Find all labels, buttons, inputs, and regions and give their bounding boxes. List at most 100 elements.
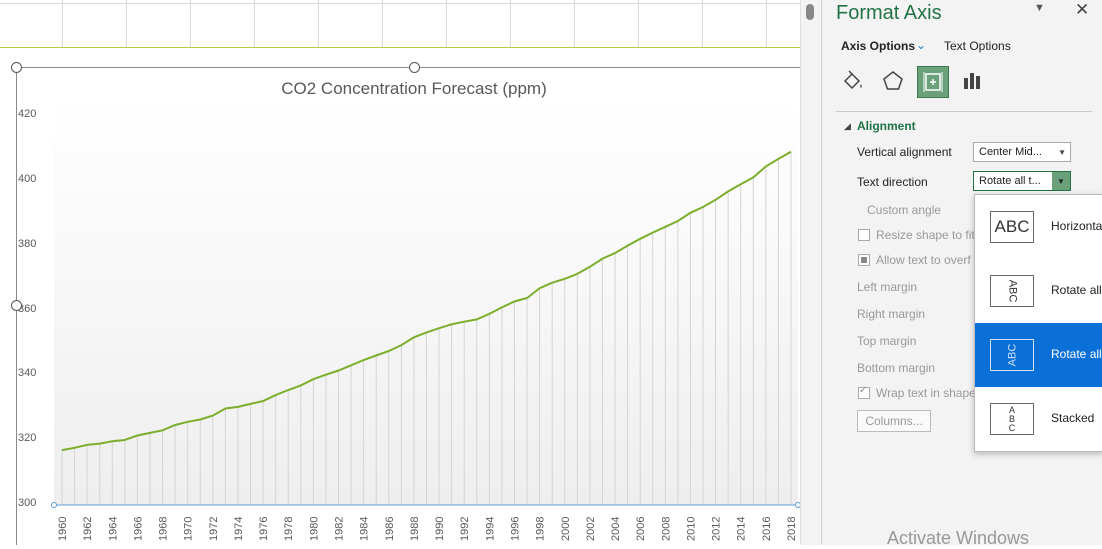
grid-line [510,0,511,48]
text-direction-value: Rotate all t... [979,175,1041,187]
axis-selection-handle[interactable] [795,502,801,508]
text-direction-menu: ABC Horizonta ABC Rotate all ABC Rotate … [974,194,1102,452]
x-tick-label: 2010 [685,517,697,541]
grid-line [702,0,703,48]
close-icon[interactable]: ✕ [1075,0,1090,19]
text-direction-dropdown[interactable]: Rotate all t... ▼ [973,171,1071,191]
x-tick-label: 1998 [535,517,547,541]
grid-line [0,3,800,4]
x-tick-label: 1972 [208,517,220,541]
x-tick-label: 1978 [283,517,295,541]
grid-line [574,0,575,48]
x-tick-label: 2016 [761,517,773,541]
y-tick-label: 380 [18,238,37,250]
x-tick-label: 1970 [183,517,195,541]
axis-options-icon[interactable] [957,66,987,96]
menu-item-label: Rotate all [1051,347,1102,361]
wrap-text-checkbox[interactable]: ✓ [858,385,870,399]
columns-button[interactable]: Columns... [857,410,931,432]
menu-item-label: Rotate all [1051,283,1102,297]
x-tick-label: 2002 [585,517,597,541]
x-tick-label: 2012 [711,517,723,541]
collapse-triangle-icon[interactable]: ◢ [844,121,851,131]
tab-text-options[interactable]: Text Options [944,39,1011,53]
grid-line [254,0,255,48]
x-tick-label: 2006 [635,517,647,541]
y-tick-label: 400 [18,173,37,185]
tab-axis-options[interactable]: Axis Options [841,39,916,53]
effects-icon[interactable] [878,66,908,96]
grid-line [126,0,127,48]
menu-item-rotate-270[interactable]: ABC Rotate all [975,323,1102,387]
grid-line [446,0,447,48]
bottom-margin-label: Bottom margin [857,361,936,375]
custom-angle-label: Custom angle [867,203,942,217]
y-tick-label: 320 [18,432,37,444]
grid-line [638,0,639,48]
line-chart[interactable]: 1960 1962 1964 1966 1968 1970 1972 1974 1976 1978… [0,0,800,545]
vertical-scrollbar[interactable] [800,0,822,545]
fill-line-icon[interactable] [838,66,868,96]
x-tick-label: 1968 [158,517,170,541]
x-tick-label: 1986 [384,517,396,541]
x-tick-label: 1996 [509,517,521,541]
menu-item-label: Stacked [1051,411,1095,425]
text-direction-label: Text direction [857,175,928,189]
scrollbar-thumb[interactable] [806,4,814,20]
x-tick-label: 1960 [57,517,69,541]
x-tick-label: 1974 [233,517,245,541]
menu-item-label: Horizonta [1051,219,1102,233]
y-tick-label: 300 [18,497,37,509]
pane-options-chevron-icon[interactable]: ▼ [1034,2,1045,14]
x-tick-label: 2008 [660,517,672,541]
vertical-alignment-label: Vertical alignment [857,145,952,159]
x-tick-label: 1990 [434,517,446,541]
top-margin-label: Top margin [857,334,917,348]
x-tick-label: 2000 [560,517,572,541]
section-alignment[interactable]: Alignment [857,119,916,133]
co2-series-line[interactable] [61,150,792,452]
dropdown-arrow-icon[interactable]: ▼ [1052,172,1070,190]
wrap-text-label: Wrap text in shape [876,386,976,400]
allow-overflow-checkbox[interactable] [858,254,870,266]
vertical-alignment-dropdown[interactable]: Center Mid... ▼ [973,142,1071,162]
size-properties-icon[interactable] [917,66,949,98]
x-tick-label: 1982 [334,517,346,541]
x-tick-label: 1962 [82,517,94,541]
x-tick-label: 1966 [132,517,144,541]
right-margin-label: Right margin [857,307,926,321]
y-tick-label: 420 [18,108,37,120]
resize-handle[interactable] [11,62,22,73]
rotate-90-sample-icon: ABC [990,275,1034,307]
vertical-alignment-value: Center Mid... [979,146,1042,158]
resize-shape-label: Resize shape to fit t [876,228,982,242]
grid-line [190,0,191,48]
grid-line [382,0,383,48]
rotate-270-sample-icon: ABC [990,339,1034,371]
x-tick-label: 2004 [610,517,622,541]
x-tick-label: 1984 [359,517,371,541]
axis-selection-handle[interactable] [51,502,57,508]
menu-item-horizontal[interactable]: ABC Horizonta [975,195,1102,259]
resize-handle[interactable] [11,300,22,311]
x-tick-label: 1980 [308,517,320,541]
menu-item-stacked[interactable]: A B C Stacked [975,387,1102,451]
chevron-down-icon[interactable]: ⌄ [916,38,927,52]
stacked-sample-icon: A B C [990,403,1034,435]
x-tick-label: 1988 [409,517,421,541]
spreadsheet-area[interactable]: CO2 Concentration Forecast (ppm) 420 400… [0,0,800,545]
activate-windows-watermark: Activate Windows [887,528,1030,548]
x-tick-label: 2018 [786,517,798,541]
pane-divider [836,111,1092,112]
menu-item-rotate-90[interactable]: ABC Rotate all [975,259,1102,323]
x-tick-label: 1964 [107,517,119,541]
resize-shape-checkbox[interactable] [858,229,870,241]
horizontal-sample-icon: ABC [990,211,1034,243]
left-margin-label: Left margin [857,280,918,294]
resize-handle[interactable] [409,62,420,73]
chart-title[interactable]: CO2 Concentration Forecast (ppm) [281,79,547,98]
grid-line [318,0,319,48]
y-tick-label: 360 [18,303,37,315]
x-tick-label: 1976 [258,517,270,541]
grid-line [62,0,63,48]
